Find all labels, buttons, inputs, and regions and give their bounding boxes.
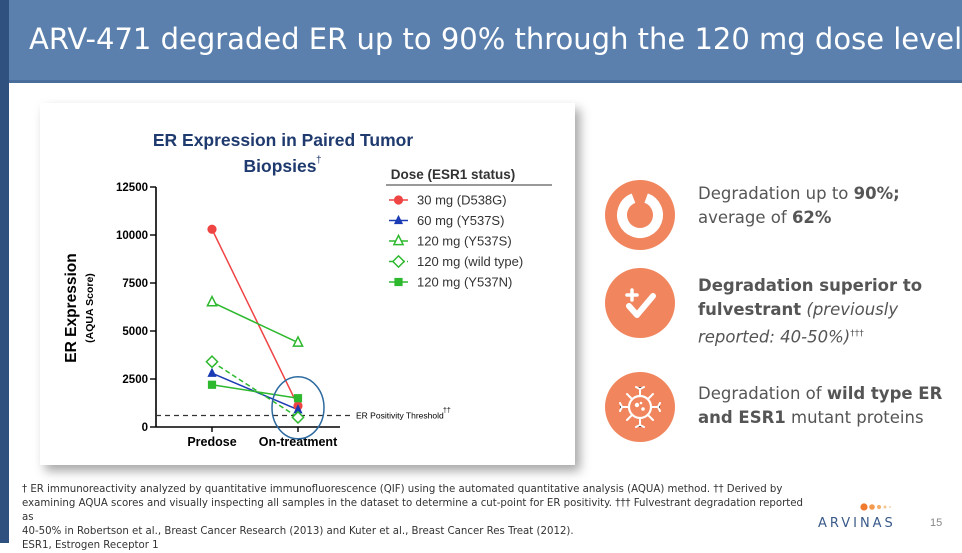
y-tick-label: 2500	[122, 374, 148, 386]
feature-text-part: Degradation of	[698, 384, 827, 403]
data-point	[205, 355, 219, 369]
legend-label: 120 mg (Y537S)	[417, 234, 512, 249]
data-point	[207, 224, 217, 234]
legend-marker	[394, 277, 403, 287]
footnote-line: 40-50% in Robertson et al., Breast Cance…	[22, 526, 574, 537]
feature-text-italic: (previously reported: 40-50%)	[698, 300, 899, 347]
highlight-ellipse	[271, 376, 325, 440]
footnote-line: † ER immunoreactivity analyzed by quanti…	[22, 484, 783, 495]
chart-title: Biopsies	[244, 156, 317, 176]
feature-text-bold: and ESR1	[698, 408, 786, 427]
feature-text-bold: 90%;	[853, 184, 900, 203]
arvinas-logo: ARVINAS	[818, 482, 918, 532]
legend-label: 30 mg (D538G)	[417, 193, 507, 208]
series-line	[211, 301, 299, 344]
x-tick-label: On-treatment	[259, 435, 338, 449]
y-tick-label: 0	[142, 422, 148, 434]
legend-label: 120 mg (wild type)	[417, 254, 523, 269]
footnote-line: ESR1, Estrogen Receptor 1	[22, 540, 159, 551]
feature-degradation-90: Degradation up to 90%; average of 62%	[605, 180, 950, 260]
y-axis-label: ER Expression	[63, 253, 80, 362]
chart-card: ER Expression in Paired Tumor Biopsies † ER…	[40, 103, 575, 465]
er-expression-chart: ER Expression in Paired Tumor Biopsies † ER…	[63, 130, 552, 449]
threshold-label: ER Positivity Threshold	[356, 410, 444, 420]
feature-superior-fulvestrant: Degradation superior to fulvestrant (pre…	[605, 268, 950, 348]
slide-title: ARV-471 degraded ER up to 90% through th…	[29, 22, 962, 56]
legend-label: 60 mg (Y537S)	[417, 213, 504, 228]
data-point	[291, 410, 305, 425]
feature-text-bold: 62%	[791, 208, 832, 227]
y-tick-label: 10000	[116, 230, 148, 242]
logo-wordmark: ARVINAS	[818, 516, 896, 531]
feature-text-part: average of	[698, 208, 792, 227]
data-point	[293, 394, 303, 403]
data-point	[207, 380, 217, 389]
data-point	[206, 294, 218, 307]
feature-text-part: mutant proteins	[785, 408, 924, 427]
legend-title: Dose (ESR1 status)	[391, 167, 516, 182]
feature-text: Degradation superior to fulvestrant (pre…	[698, 274, 948, 350]
footnote-line: examining AQUA scores and visually inspe…	[22, 498, 803, 523]
feature-text: Degradation of wild type ER and ESR1 muta…	[698, 382, 948, 430]
logo-dots-icon	[860, 503, 891, 511]
y-axis-sublabel: (AQUA Score)	[84, 273, 96, 343]
series-line	[211, 228, 299, 407]
legend-label: 120 mg (Y537N)	[417, 275, 512, 290]
feature-text-part: Degradation up to	[698, 184, 854, 203]
series-line	[211, 361, 299, 419]
data-point	[293, 404, 303, 414]
feature-text-bold: Degradation superior to fulvestrant	[698, 276, 923, 319]
feature-text: Degradation up to 90%; average of 62%	[698, 182, 948, 230]
feature-text-bold: wild type ER	[826, 384, 943, 403]
threshold-label-sup: ††	[443, 407, 451, 414]
page-number: 15	[930, 517, 943, 529]
y-tick-label: 5000	[122, 326, 148, 338]
plus-check-icon	[605, 268, 675, 338]
data-point	[292, 335, 304, 347]
series-line	[211, 384, 299, 399]
chart-title-sup: †	[316, 155, 322, 166]
feature-text-sup: †††	[850, 329, 864, 339]
donut-chart-icon	[605, 180, 675, 250]
left-accent-bar	[0, 0, 9, 543]
slide-header: ARV-471 degraded ER up to 90% through th…	[9, 0, 962, 83]
legend-marker	[392, 233, 405, 246]
degraded-cell-icon	[605, 372, 675, 442]
data-point	[207, 367, 217, 377]
legend-marker	[393, 195, 404, 205]
legend-marker	[391, 254, 406, 269]
y-tick-label: 7500	[122, 278, 148, 290]
x-tick-label: Predose	[187, 435, 236, 449]
legend-marker	[393, 214, 404, 225]
chart-title: ER Expression in Paired Tumor	[153, 130, 413, 150]
feature-wild-type: Degradation of wild type ER and ESR1 muta…	[605, 372, 950, 452]
y-tick-label: 12500	[116, 182, 148, 194]
